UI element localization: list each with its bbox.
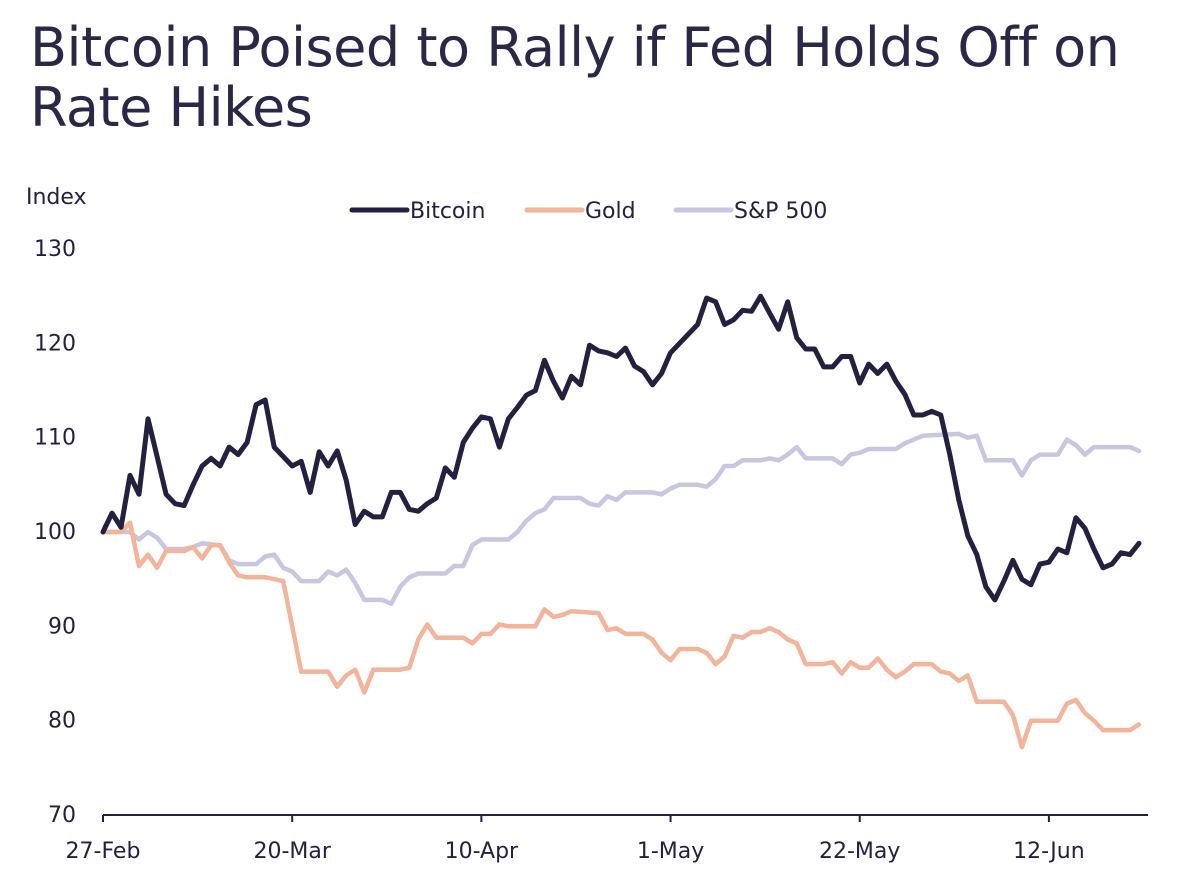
series-line-s-p-500 [100, 431, 1142, 606]
legend-label: S&P 500 [734, 199, 827, 224]
y-tick-label: 90 [48, 614, 76, 639]
legend-label: Gold [585, 199, 636, 224]
y-axis-ticks: 70 80 90 100 110 120 130 [34, 237, 76, 828]
x-tick-label: 12-Jun [1013, 839, 1085, 864]
y-tick-label: 110 [34, 426, 76, 451]
y-tick-label: 80 [48, 709, 76, 734]
series-lines [100, 293, 1142, 750]
legend-label: Bitcoin [410, 199, 485, 224]
x-tick-label: 20-Mar [253, 839, 331, 864]
y-tick-label: 100 [34, 520, 76, 545]
x-axis-ticks: 27-Feb 20-Mar 10-Apr 1-May 22-May 12-Jun [66, 815, 1085, 864]
x-tick-label: 27-Feb [66, 839, 141, 864]
x-tick-label: 10-Apr [445, 839, 519, 864]
y-tick-label: 130 [34, 237, 76, 262]
series-line-bitcoin [100, 293, 1142, 603]
y-tick-label: 120 [34, 331, 76, 356]
chart-title: Bitcoin Poised to Rally if Fed Holds Off… [30, 16, 1120, 139]
y-tick-label: 70 [48, 803, 76, 828]
x-tick-label: 1-May [637, 839, 704, 864]
y-axis-label: Index [26, 185, 87, 210]
series-line-gold [100, 520, 1142, 750]
chart-legend: Bitcoin Gold S&P 500 [349, 199, 827, 224]
x-tick-label: 22-May [819, 839, 900, 864]
